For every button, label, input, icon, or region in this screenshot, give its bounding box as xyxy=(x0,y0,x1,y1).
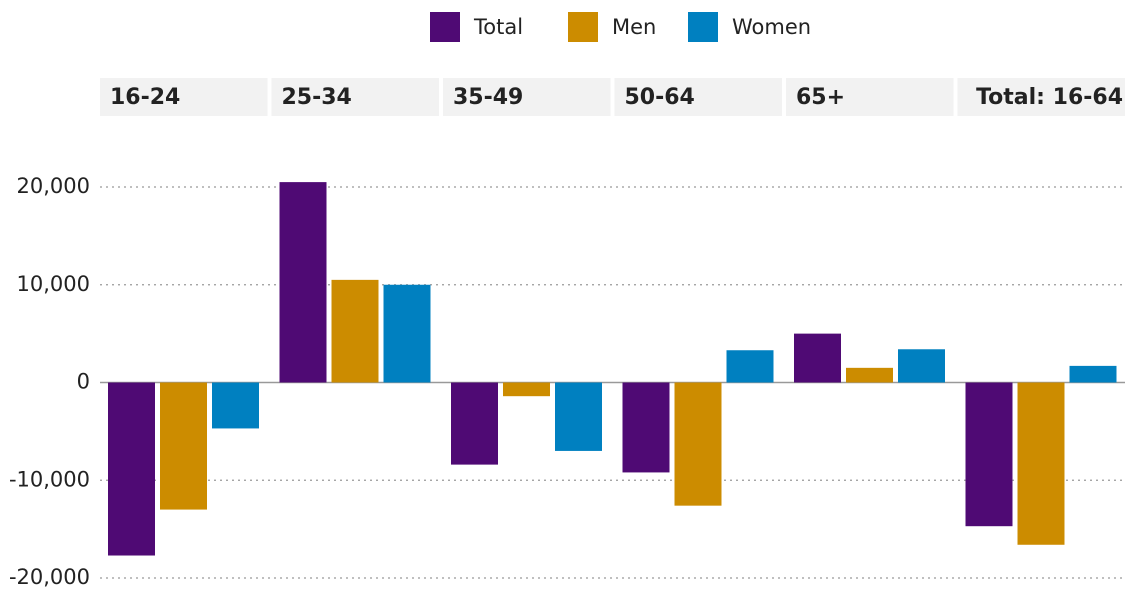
bar xyxy=(846,367,893,383)
panel-title: 65+ xyxy=(796,85,845,110)
panel-title: 25-34 xyxy=(282,85,352,110)
panel-header xyxy=(271,78,439,116)
bar xyxy=(1069,365,1117,383)
bar xyxy=(898,349,945,383)
panel-title: 16-24 xyxy=(110,85,180,110)
bar xyxy=(555,382,602,451)
panel-header xyxy=(443,78,611,116)
panel-header xyxy=(786,78,954,116)
legend-swatch xyxy=(568,12,598,42)
y-tick-label: -20,000 xyxy=(9,565,90,589)
bar xyxy=(622,382,670,473)
bar xyxy=(279,182,327,383)
panel-header xyxy=(957,78,1125,116)
bar xyxy=(383,284,431,383)
bar xyxy=(503,382,550,397)
panel-title: 35-49 xyxy=(453,85,523,110)
legend-label: Total xyxy=(473,15,523,39)
bar xyxy=(451,382,498,465)
y-tick-label: -10,000 xyxy=(9,467,90,491)
bar xyxy=(726,350,774,383)
bar xyxy=(212,382,259,429)
legend-label: Men xyxy=(612,15,656,39)
bar xyxy=(965,382,1013,527)
panel-header xyxy=(614,78,782,116)
panel-header xyxy=(100,78,268,116)
bar xyxy=(674,382,722,506)
legend-label: Women xyxy=(732,15,811,39)
panel-title: Total: 16-64 xyxy=(976,85,1123,110)
y-tick-label: 20,000 xyxy=(17,174,90,198)
bar xyxy=(1017,382,1065,545)
bar xyxy=(331,279,379,383)
y-tick-label: 0 xyxy=(77,370,90,394)
legend-swatch xyxy=(688,12,718,42)
panel-title: 50-64 xyxy=(625,85,695,110)
bar xyxy=(160,382,207,510)
bar xyxy=(794,333,841,383)
bar xyxy=(108,382,155,556)
y-tick-label: 10,000 xyxy=(17,272,90,296)
legend-swatch xyxy=(430,12,460,42)
